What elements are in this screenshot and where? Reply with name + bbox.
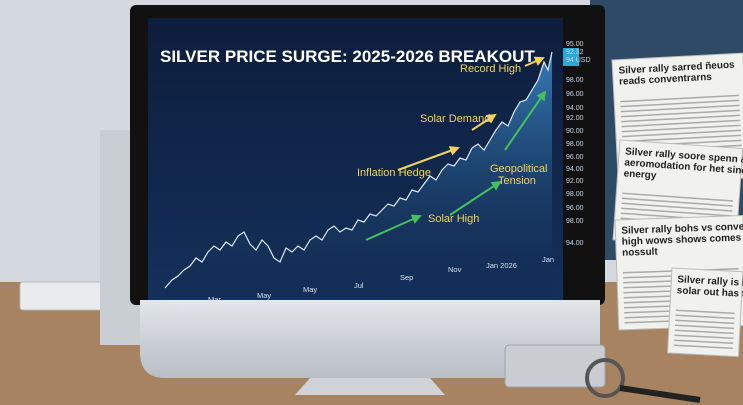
annotation: Solar Demand <box>420 113 490 125</box>
newspaper-text-line <box>674 334 734 340</box>
x-axis-label: Jan 2025 <box>150 305 181 314</box>
y-axis-label: 98.00 <box>566 218 584 225</box>
newspaper-headline: high wows shows comes Mane <box>622 232 743 248</box>
silver-bar <box>504 344 606 388</box>
newspaper-text-line <box>621 197 733 207</box>
annotation: Inflation Hedge <box>357 167 431 179</box>
chart-title: SILVER PRICE SURGE: 2025-2026 BREAKOUT <box>160 47 535 66</box>
newspaper-headline: energy <box>623 168 657 181</box>
newspaper-text-line <box>620 99 740 108</box>
newspaper-text-line <box>621 129 741 138</box>
y-axis-label: 96.00 <box>566 205 584 212</box>
monitor-stand <box>295 378 445 395</box>
arrow <box>471 113 497 131</box>
y-axis-label: 96.00 <box>566 154 584 161</box>
annotation: Geopolitical <box>490 163 547 175</box>
newspaper-text-line <box>621 119 741 128</box>
annotation: Solar High <box>428 213 479 225</box>
y-axis-label: 92.32 <box>566 49 584 56</box>
newspaper-text-line <box>621 202 733 212</box>
newspaper-text-line <box>621 207 733 217</box>
arrow <box>365 214 422 241</box>
arrow <box>524 56 545 67</box>
y-axis-label: 94 USD <box>566 57 591 64</box>
y-axis-label: 98.00 <box>566 77 584 84</box>
newspaper-text-line <box>674 324 734 330</box>
arrow <box>449 180 502 216</box>
newspaper-text-line <box>675 314 735 320</box>
newspaper: Silver rally is late asolar out has ther… <box>667 267 743 358</box>
y-axis-label: 92.00 <box>566 115 584 122</box>
newspaper-text-line <box>622 192 734 202</box>
price-line <box>164 51 553 289</box>
price-highlight <box>563 48 579 66</box>
x-axis-label: Sep <box>400 273 413 282</box>
y-axis-label: 98.00 <box>566 191 584 198</box>
x-axis-label: Jan 2026 <box>486 261 517 270</box>
annotation: Tension <box>498 175 536 187</box>
newspaper-headline: reads conventrarns <box>619 72 713 88</box>
newspaper-text-line <box>620 109 740 118</box>
newspaper-headline: nossult <box>622 247 659 259</box>
newspaper-text-line <box>621 114 741 123</box>
x-axis-label: Mar <box>208 295 221 304</box>
magnifier <box>585 358 625 398</box>
y-axis-label: 94.00 <box>566 105 584 112</box>
newspaper-headline: Silver rally is late a <box>677 274 743 290</box>
price-area <box>165 52 552 298</box>
newspaper-headline: Silver rally bohs vs converged r <box>621 221 743 237</box>
y-axis-label: 90.00 <box>566 128 584 135</box>
arrow <box>504 90 547 151</box>
y-axis-label: 92.00 <box>566 178 584 185</box>
x-axis-label: May <box>303 285 317 294</box>
y-axis-label: 96.00 <box>566 91 584 98</box>
y-axis-label: 94.00 <box>566 240 584 247</box>
y-axis-label: 98.00 <box>566 141 584 148</box>
newspaper-text-line <box>674 329 734 335</box>
y-axis-label: 95.00 <box>566 41 584 48</box>
x-axis-label: Nov <box>448 265 462 274</box>
newspaper-text-line <box>673 344 733 350</box>
newspaper-text-line <box>620 94 740 103</box>
newspaper-text-line <box>674 339 734 345</box>
x-axis-label: Jul <box>354 281 364 290</box>
newspaper-text-line <box>620 104 740 113</box>
monitor-chin <box>140 300 600 378</box>
newspaper-text-line <box>675 319 735 325</box>
annotation: Record High <box>460 63 521 75</box>
x-axis-label: Jan <box>542 255 554 264</box>
newspaper-text-line <box>622 134 742 143</box>
arrow <box>397 146 460 171</box>
newspaper-text-line <box>621 124 741 133</box>
magnifier-handle <box>619 385 701 403</box>
newspaper-text-line <box>675 309 735 315</box>
y-axis-label: 94.00 <box>566 166 584 173</box>
x-axis-label: May <box>257 291 271 300</box>
